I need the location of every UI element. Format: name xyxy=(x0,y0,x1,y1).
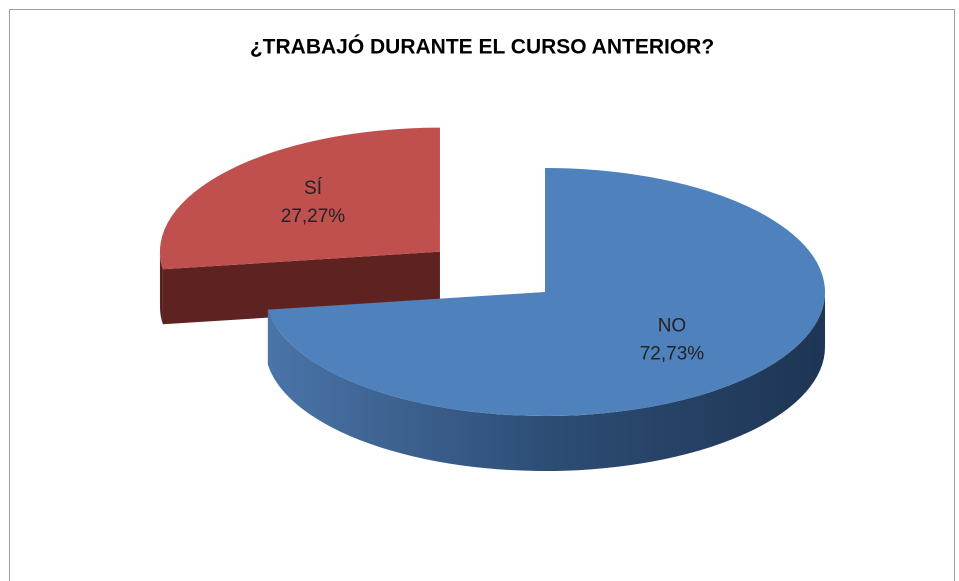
pie-slice xyxy=(267,168,825,416)
chart-title: ¿TRABAJÓ DURANTE EL CURSO ANTERIOR? xyxy=(250,35,714,59)
pie-slice xyxy=(159,127,440,270)
slice-value: 72,73% xyxy=(640,344,705,365)
slice-label: SÍ xyxy=(304,178,323,199)
slice-side xyxy=(267,292,826,472)
chart-frame xyxy=(9,9,955,581)
slice-value: 27,27% xyxy=(281,206,346,227)
slice-side xyxy=(159,251,163,325)
slice-label: NO xyxy=(658,316,687,337)
